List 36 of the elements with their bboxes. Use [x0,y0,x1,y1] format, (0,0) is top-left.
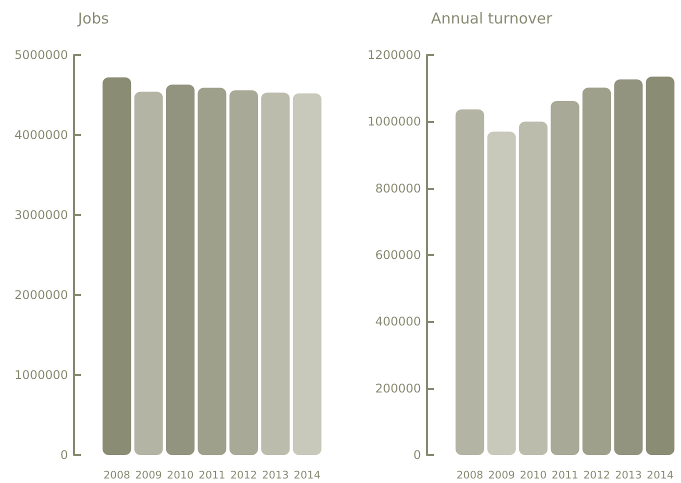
chart-title: Annual turnover [431,10,553,28]
y-tick-label: 4000000 [14,128,68,142]
x-tick-label: 2013 [262,470,289,482]
x-tick-label: 2009 [135,470,162,482]
y-tick-label: 5000000 [14,48,68,62]
x-tick-label: 2011 [552,470,578,482]
x-tick-label: 2014 [294,470,321,482]
chart-title: Jobs [77,10,110,28]
y-tick-label: 0 [60,448,68,462]
y-tick-label: 600000 [375,248,421,262]
x-tick-label: 2014 [646,470,674,482]
bar [614,79,643,455]
x-tick-label: 2010 [166,470,194,482]
x-tick-label: 2009 [488,470,515,482]
y-tick-label: 200000 [375,381,421,396]
x-tick-label: 2011 [198,470,226,482]
y-tick-label: 400000 [375,314,421,329]
bar [550,101,580,455]
bar [582,88,611,455]
x-tick-label: 2010 [520,470,547,482]
y-tick-label: 1000000 [14,368,68,382]
bar [487,132,516,455]
x-tick-label: 2013 [615,470,642,482]
y-tick-label: 1200000 [368,48,421,62]
y-tick-label: 0 [413,448,421,462]
bar [456,109,484,455]
bar [646,76,674,455]
x-tick-label: 2008 [103,470,130,482]
bar [519,122,548,455]
y-tick-label: 800000 [375,181,421,196]
y-tick-label: 3000000 [14,208,68,222]
x-tick-label: 2008 [456,470,484,482]
x-tick-label: 2012 [230,470,258,482]
y-tick-label: 2000000 [14,288,68,302]
y-tick-label: 1000000 [368,114,421,129]
x-tick-label: 2012 [583,470,610,482]
